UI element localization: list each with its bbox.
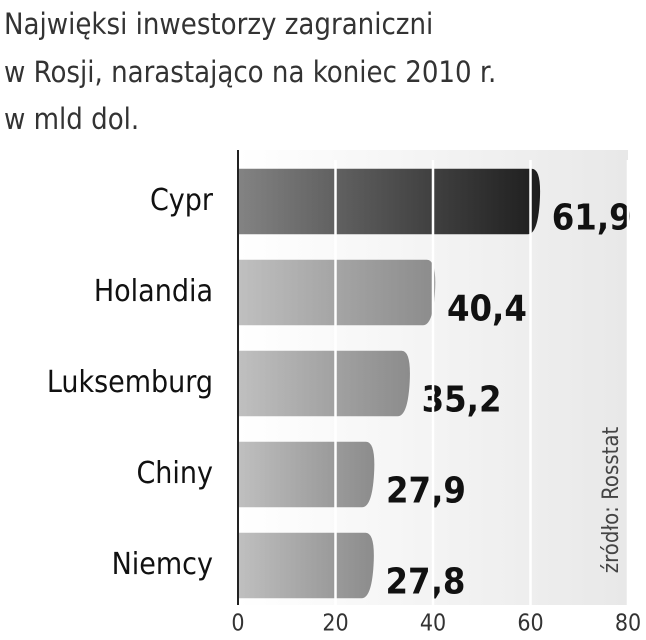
category-label: Niemcy xyxy=(112,547,213,582)
x-tick-label: 80 xyxy=(615,611,641,637)
category-label: Luksemburg xyxy=(47,365,213,400)
category-label: Chiny xyxy=(136,456,213,491)
x-tick-label: 0 xyxy=(231,611,244,637)
value-label: 27,8 xyxy=(386,562,466,603)
category-label: Holandia xyxy=(94,274,213,309)
x-tick-label: 40 xyxy=(420,611,446,637)
value-label: 35,2 xyxy=(422,380,502,421)
x-tick-label: 60 xyxy=(517,611,543,637)
value-label: 61,9 xyxy=(552,198,632,239)
value-label: 27,9 xyxy=(386,471,466,512)
chart-title: Najwięksi inwestorzy zagraniczni xyxy=(4,7,433,41)
bar xyxy=(238,168,541,235)
bar xyxy=(238,441,375,508)
chart-title: w mld dol. xyxy=(4,102,139,136)
source: źródło: Rosstat xyxy=(599,426,624,573)
value-label: 40,4 xyxy=(447,289,527,330)
category-label: Cypr xyxy=(150,183,214,218)
x-tick-label: 20 xyxy=(322,611,348,637)
bar xyxy=(238,532,374,599)
bar xyxy=(238,350,410,417)
chart-title: w Rosji, narastająco na koniec 2010 r. xyxy=(4,55,496,89)
